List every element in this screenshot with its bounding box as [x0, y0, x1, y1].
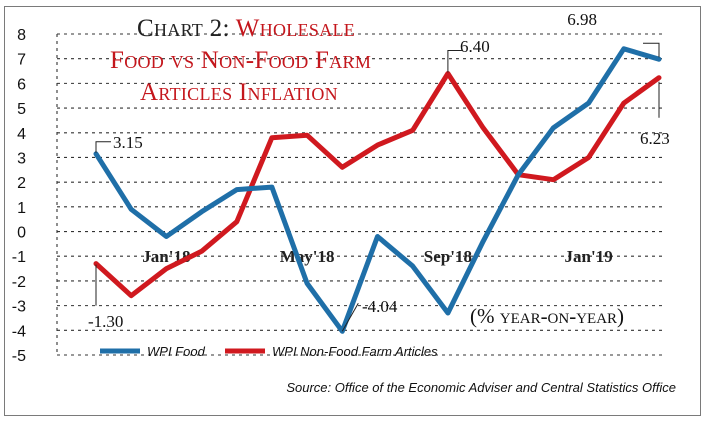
y-tick-label: 5: [17, 101, 26, 118]
chart-title-line-1: Chart 2: Wholesale: [137, 15, 355, 42]
y-tick-label: 1: [17, 200, 26, 217]
data-label-leader: [447, 50, 462, 73]
x-tick-label: Sep'18: [424, 247, 472, 266]
legend-label-wpi-food: WPI Food: [147, 344, 206, 359]
y-tick-label: 3: [17, 150, 26, 167]
y-tick-label: 7: [17, 52, 26, 69]
data-labels: 3.15 -1.30 -4.04 6.40 6.98 6.23: [88, 10, 670, 332]
y-tick-label: -1: [12, 249, 26, 266]
y-axis: 8 7 6 5 4 3 2 1 0 -1 -2 -3 -4 -5: [12, 27, 26, 365]
data-label: 3.15: [113, 133, 143, 152]
y-tick-label: -4: [12, 323, 26, 340]
data-label: 6.98: [567, 10, 597, 29]
y-tick-label: -3: [12, 299, 26, 316]
source-note: Source: Office of the Economic Adviser a…: [286, 380, 676, 395]
chart-title-prefix: Chart 2:: [137, 15, 230, 42]
y-tick-label: 6: [17, 76, 26, 93]
data-label-leader: [643, 42, 660, 58]
chart-title-rest: Wholesale: [230, 15, 355, 42]
data-label: -4.04: [362, 297, 398, 316]
series-line-wpi-food: [93, 46, 662, 334]
data-label-leader: [95, 141, 111, 153]
y-tick-label: 4: [17, 126, 26, 143]
legend-label-wpi-non-food: WPI Non-Food Farm Articles: [272, 344, 438, 359]
x-tick-label: Jan'19: [565, 247, 613, 266]
x-tick-label: May'18: [280, 247, 335, 266]
y-tick-label: 8: [17, 27, 26, 44]
chart-frame: [4, 6, 701, 416]
grid: [56, 33, 665, 356]
series-line-wpi-non-food: [93, 71, 662, 299]
data-label: 6.40: [460, 37, 490, 56]
chart-title-line-3: Articles Inflation: [140, 79, 338, 106]
legend: WPI Food WPI Non-Food Farm Articles: [100, 344, 438, 359]
x-tick-label: Jan'18: [142, 247, 190, 266]
chart-title-line-2: Food vs Non-Food Farm: [110, 47, 371, 74]
data-label: 6.23: [640, 129, 670, 148]
unit-note: (% year-on-year): [470, 304, 624, 328]
data-label-leader: [341, 303, 359, 332]
data-label: -1.30: [88, 312, 123, 331]
series-lines: [93, 46, 662, 334]
y-tick-label: -2: [12, 274, 26, 291]
y-tick-label: 0: [17, 225, 26, 242]
y-tick-label: 2: [17, 175, 26, 192]
y-tick-label: -5: [12, 348, 26, 365]
